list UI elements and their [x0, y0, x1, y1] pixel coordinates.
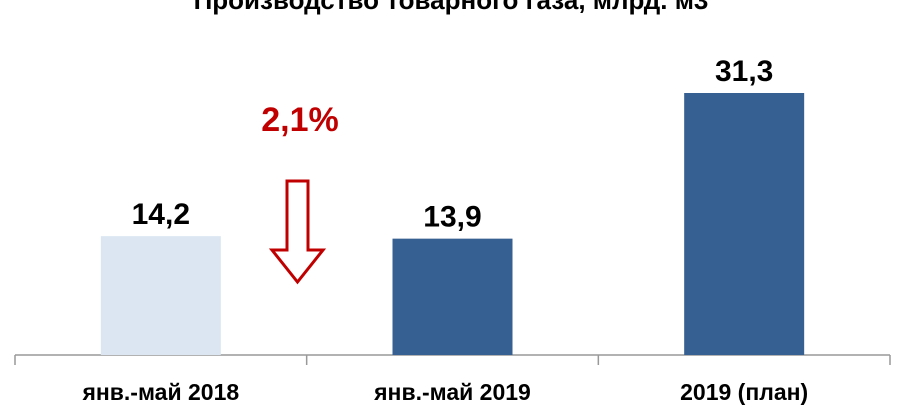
- data-label: 31,3: [715, 55, 773, 88]
- bar: [100, 236, 221, 355]
- data-label: 14,2: [132, 198, 190, 231]
- annotation: 2,1%: [261, 101, 339, 139]
- x-tick-label: янв.-май 2019: [373, 379, 531, 405]
- chart-title: Производство товарного газа, млрд. м3: [194, 0, 709, 15]
- down-arrow: [268, 179, 327, 285]
- data-label: 13,9: [423, 201, 481, 234]
- bar: [684, 93, 805, 355]
- x-tick-label: 2019 (план): [680, 379, 808, 405]
- x-tick-label: янв.-май 2018: [81, 379, 239, 405]
- bar: [392, 238, 513, 355]
